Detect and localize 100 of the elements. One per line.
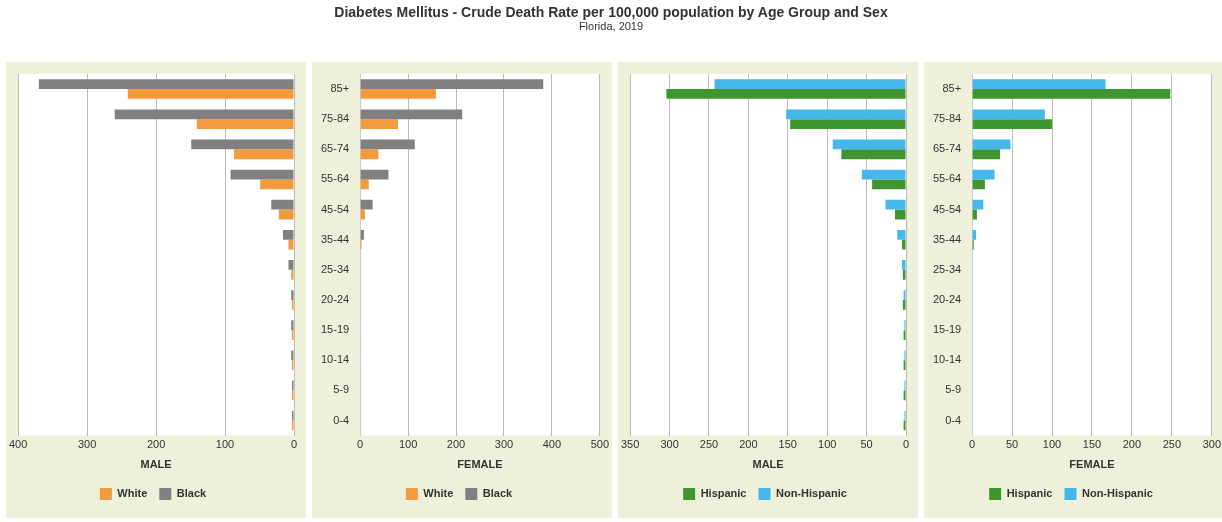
y-tick-label: 10-14 (320, 353, 350, 366)
y-tick-label: 75-84 (320, 112, 350, 125)
bar (360, 139, 415, 150)
bar (972, 119, 1053, 129)
bar (360, 79, 544, 90)
x-tick-label: 100 (398, 438, 418, 451)
y-tick-label: 5-9 (333, 383, 350, 396)
x-tick-label: 200 (146, 438, 166, 451)
y-tick-label: 0-4 (333, 413, 350, 426)
bar (360, 149, 379, 160)
legend-label: Black (176, 487, 208, 500)
bar (972, 89, 1171, 99)
x-tick-label: 200 (739, 438, 758, 451)
y-tick-label: 85+ (942, 82, 962, 95)
bar (291, 269, 294, 280)
bar (841, 149, 906, 160)
chart-subtitle: Florida, 2019 (577, 20, 645, 32)
bar (972, 179, 985, 190)
bar (872, 179, 906, 190)
bar (278, 209, 294, 220)
bar (894, 209, 906, 220)
bar (902, 239, 906, 250)
bar (291, 350, 294, 361)
x-tick-label: 300 (77, 438, 97, 451)
bar (191, 139, 294, 150)
x-tick-label: 300 (1202, 438, 1221, 451)
bar (196, 119, 294, 129)
y-tick-label: 5-9 (945, 383, 962, 396)
bar (282, 229, 294, 240)
y-tick-label: 45-54 (932, 202, 962, 215)
y-tick-label: 75-84 (932, 112, 962, 125)
bar (790, 119, 906, 129)
x-axis-title: FEMALE (457, 458, 503, 471)
bar (902, 269, 906, 280)
bar (360, 229, 364, 240)
bar (897, 229, 906, 240)
bar (114, 109, 294, 120)
bar (360, 109, 463, 120)
bar (360, 199, 373, 210)
bar (885, 199, 906, 210)
x-tick-label: 150 (778, 438, 797, 451)
x-tick-label: 250 (699, 438, 719, 451)
x-tick-label: 300 (660, 438, 679, 451)
bar (972, 169, 995, 180)
x-tick-label: 0 (969, 438, 976, 451)
bar (291, 320, 294, 331)
bar (972, 139, 1011, 150)
x-axis-title: MALE (140, 458, 172, 471)
bar (260, 179, 294, 190)
x-tick-label: 400 (9, 438, 28, 451)
bar (230, 169, 294, 180)
x-tick-label: 300 (494, 438, 514, 451)
legend-label: Hispanic (700, 487, 747, 500)
y-tick-label: 10-14 (932, 353, 962, 366)
bar (291, 290, 294, 300)
x-tick-label: 100 (215, 438, 235, 451)
y-tick-label: 25-34 (932, 262, 962, 275)
bar (271, 199, 294, 210)
x-tick-label: 250 (1162, 438, 1182, 451)
x-tick-label: 50 (1005, 438, 1019, 451)
bar (972, 79, 1106, 90)
legend-label: Black (482, 487, 514, 500)
legend-label: Hispanic (1006, 487, 1053, 500)
y-tick-label: 15-19 (320, 323, 350, 336)
bar (127, 89, 294, 99)
bar (972, 199, 984, 210)
y-tick-label: 65-74 (932, 142, 962, 155)
y-tick-label: 20-24 (932, 293, 962, 306)
y-tick-label: 65-74 (320, 142, 350, 155)
bar (38, 79, 294, 90)
bar (288, 239, 294, 250)
y-tick-label: 35-44 (320, 232, 350, 245)
x-tick-label: 0 (902, 438, 910, 451)
bar (902, 300, 906, 310)
y-tick-label: 0-4 (945, 413, 962, 426)
y-tick-label: 15-19 (932, 323, 962, 336)
bar (832, 139, 906, 150)
x-axis-title: MALE (752, 458, 784, 471)
y-tick-label: 25-34 (320, 262, 350, 275)
x-tick-label: 200 (1122, 438, 1142, 451)
y-tick-label: 45-54 (320, 202, 350, 215)
x-tick-label: 500 (590, 438, 609, 451)
bar (360, 179, 369, 190)
x-tick-label: 100 (818, 438, 837, 451)
bar (666, 89, 906, 99)
x-tick-label: 350 (621, 438, 640, 451)
x-tick-label: 100 (1042, 438, 1062, 451)
bar (786, 109, 906, 120)
chart-title: Diabetes Mellitus - Crude Death Rate per 100,000 population by Age Group and Sex (333, 3, 889, 20)
bar (234, 149, 294, 160)
x-tick-label: 0 (290, 438, 298, 451)
legend-label: Non-Hispanic (1081, 487, 1153, 500)
legend-label: Non-Hispanic (775, 487, 847, 500)
bar (360, 89, 436, 99)
x-tick-label: 0 (357, 438, 364, 451)
y-tick-label: 20-24 (320, 293, 350, 306)
x-tick-label: 400 (542, 438, 562, 451)
bar (972, 149, 1001, 160)
bar (714, 79, 906, 90)
bar (360, 119, 399, 129)
